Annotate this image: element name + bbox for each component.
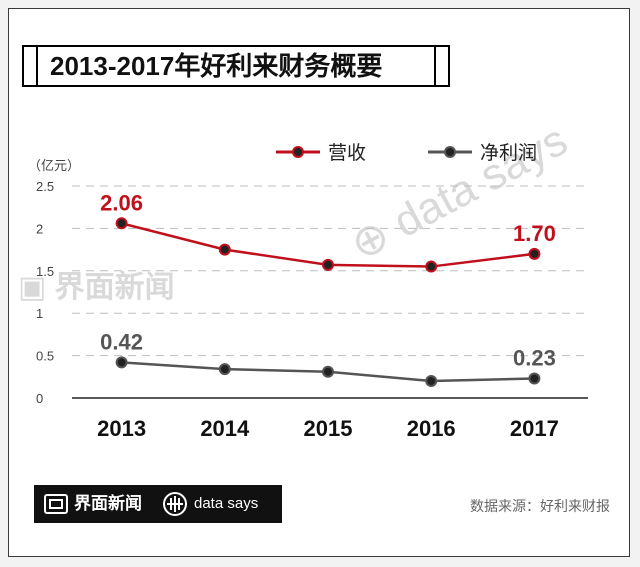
x-tick-label: 2014 xyxy=(200,416,250,441)
data-point xyxy=(218,363,231,376)
brand-name-2: data says xyxy=(194,495,259,512)
series-revenue: 2.06 1.70 xyxy=(100,190,556,273)
data-label: 1.70 xyxy=(513,221,556,246)
series-group: 2.06 1.70 0.42 0.23 xyxy=(100,190,556,388)
data-point xyxy=(528,247,541,260)
datasays-logo-icon xyxy=(163,492,187,516)
legend-item: 净利润 xyxy=(428,142,537,164)
data-point xyxy=(115,217,128,230)
legend-label: 净利润 xyxy=(480,142,537,164)
y-axis: 0 0.5 1 1.5 2 2.5 xyxy=(36,179,54,406)
data-label: 2.06 xyxy=(100,190,143,215)
chart-title: 2013-2017年好利来财务概要 xyxy=(50,51,383,81)
x-axis: 2013 2014 2015 2016 2017 xyxy=(72,397,588,441)
data-point xyxy=(528,372,541,385)
data-label: 0.42 xyxy=(100,329,143,354)
data-source: 数据来源：好利来财报 xyxy=(470,498,610,514)
brand-name: 界面新闻 xyxy=(74,494,142,513)
jiemian-logo-icon xyxy=(44,494,68,514)
y-tick-label: 2 xyxy=(36,221,43,236)
y-tick-label: 1 xyxy=(36,306,43,321)
y-unit-label: （亿元） xyxy=(28,158,80,173)
x-tick-label: 2016 xyxy=(407,416,456,441)
legend-item: 营收 xyxy=(276,142,366,164)
data-point xyxy=(218,243,231,256)
legend-label: 营收 xyxy=(328,142,366,164)
data-point xyxy=(322,365,334,378)
series-profit: 0.42 0.23 xyxy=(100,329,556,388)
x-tick-label: 2013 xyxy=(97,416,146,441)
data-label: 0.23 xyxy=(513,345,556,370)
title-box: 2013-2017年好利来财务概要 xyxy=(22,45,450,87)
y-tick-label: 2.5 xyxy=(36,179,54,194)
data-point xyxy=(115,356,128,369)
legend-swatch-marker xyxy=(444,146,456,158)
legend-swatch-marker xyxy=(292,146,304,158)
y-tick-label: 0.5 xyxy=(36,349,54,364)
data-point xyxy=(425,260,438,273)
grid-lines xyxy=(72,185,588,357)
x-tick-label: 2017 xyxy=(510,416,559,441)
y-tick-label: 0 xyxy=(36,391,43,406)
y-tick-label: 1.5 xyxy=(36,264,54,279)
footer-brand-badge: 界面新闻 data says xyxy=(34,485,282,523)
legend: 营收 净利润 xyxy=(276,142,537,164)
data-point xyxy=(425,375,438,388)
data-point xyxy=(322,258,334,271)
watermark-brand: ▣ 界面新闻 xyxy=(18,271,175,304)
x-tick-label: 2015 xyxy=(304,416,353,441)
chart-frame xyxy=(8,8,630,557)
